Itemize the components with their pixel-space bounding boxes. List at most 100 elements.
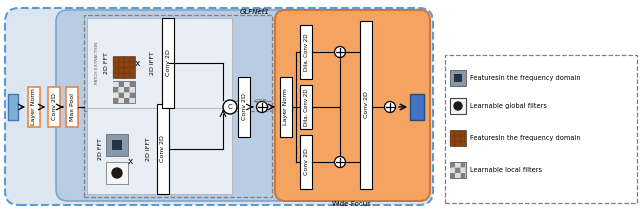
Bar (129, 73, 134, 78)
Bar (450, 70, 466, 86)
Bar (113, 81, 118, 87)
Bar (360, 21, 372, 189)
Bar (112, 140, 122, 150)
Text: x: x (134, 58, 140, 68)
Bar (129, 98, 134, 103)
Bar (300, 135, 312, 189)
Bar (410, 94, 424, 120)
Text: GLFNet1: GLFNet1 (240, 9, 270, 15)
Bar (118, 73, 124, 78)
Circle shape (454, 102, 462, 110)
Bar (300, 85, 312, 129)
Bar (124, 68, 129, 73)
Bar (124, 73, 129, 78)
Bar (450, 98, 466, 114)
Bar (157, 104, 169, 194)
Bar (455, 168, 460, 173)
Bar (450, 131, 455, 135)
Text: Featuresin the frequency domain: Featuresin the frequency domain (470, 75, 580, 81)
Bar (66, 87, 78, 127)
Text: Wide-Focus: Wide-Focus (332, 201, 372, 207)
Text: LFB: LFB (255, 8, 267, 13)
Text: Conv 2D: Conv 2D (241, 93, 246, 120)
Circle shape (257, 101, 268, 112)
Bar (455, 141, 460, 146)
Bar (118, 92, 124, 97)
Text: 2D FFT: 2D FFT (99, 138, 104, 160)
Bar (84, 101, 272, 197)
Bar (113, 57, 118, 61)
Text: x: x (127, 157, 132, 165)
Bar (445, 55, 637, 203)
FancyBboxPatch shape (275, 10, 430, 201)
Bar (129, 92, 134, 97)
Bar (48, 87, 60, 127)
Bar (280, 77, 292, 137)
Bar (450, 130, 466, 146)
Bar (455, 173, 460, 178)
Bar (450, 141, 455, 146)
Bar (124, 98, 129, 103)
Text: 2D FFT: 2D FFT (104, 52, 109, 74)
Bar (450, 136, 455, 141)
Text: Conv 2D: Conv 2D (166, 50, 170, 76)
Bar (113, 92, 118, 97)
Text: Conv 2D: Conv 2D (51, 93, 56, 120)
Bar (113, 68, 118, 73)
Bar (129, 57, 134, 61)
Circle shape (335, 157, 346, 168)
Bar (113, 73, 118, 78)
Circle shape (112, 168, 122, 178)
Text: GFB: GFB (254, 99, 267, 104)
Bar (118, 87, 124, 92)
Bar (28, 87, 40, 127)
Text: PATCH EXTRACTION: PATCH EXTRACTION (95, 42, 99, 84)
Bar (129, 87, 134, 92)
Text: Conv 2D: Conv 2D (364, 92, 369, 118)
Bar (129, 68, 134, 73)
Bar (450, 163, 455, 167)
Text: Layer Norm: Layer Norm (31, 89, 36, 125)
FancyBboxPatch shape (56, 10, 314, 201)
Bar (106, 162, 128, 184)
Bar (461, 136, 465, 141)
Bar (461, 141, 465, 146)
Bar (118, 57, 124, 61)
Bar (118, 81, 124, 87)
Text: Layer Norm: Layer Norm (284, 89, 289, 125)
Text: Learnable local filters: Learnable local filters (470, 167, 542, 173)
Bar (461, 131, 465, 135)
Bar (118, 68, 124, 73)
Bar (87, 18, 232, 108)
Bar (118, 62, 124, 67)
Bar (124, 92, 129, 97)
Bar (455, 131, 460, 135)
Bar (118, 98, 124, 103)
Bar (124, 87, 129, 92)
Bar (238, 77, 250, 137)
Bar (450, 162, 466, 178)
Bar (113, 87, 118, 92)
Text: 2D IFFT: 2D IFFT (150, 51, 156, 75)
Bar (8, 94, 18, 120)
Bar (124, 81, 129, 87)
Bar (113, 98, 118, 103)
FancyBboxPatch shape (5, 8, 433, 205)
Bar (113, 56, 135, 78)
Text: C: C (228, 104, 232, 110)
Bar (461, 168, 465, 173)
Text: Dila. Conv 2D: Dila. Conv 2D (303, 88, 308, 126)
Bar (454, 74, 462, 82)
Bar (124, 62, 129, 67)
Circle shape (335, 46, 346, 58)
Text: Featuresin the frequency domain: Featuresin the frequency domain (470, 135, 580, 141)
Bar (84, 15, 272, 111)
Text: Max Pool: Max Pool (70, 93, 74, 121)
Circle shape (223, 100, 237, 114)
Bar (300, 25, 312, 79)
Circle shape (385, 101, 396, 112)
Bar (124, 57, 129, 61)
Text: 2D IFFT: 2D IFFT (145, 137, 150, 161)
Text: Learnable global filters: Learnable global filters (470, 103, 547, 109)
Text: Conv 2D: Conv 2D (161, 135, 166, 162)
